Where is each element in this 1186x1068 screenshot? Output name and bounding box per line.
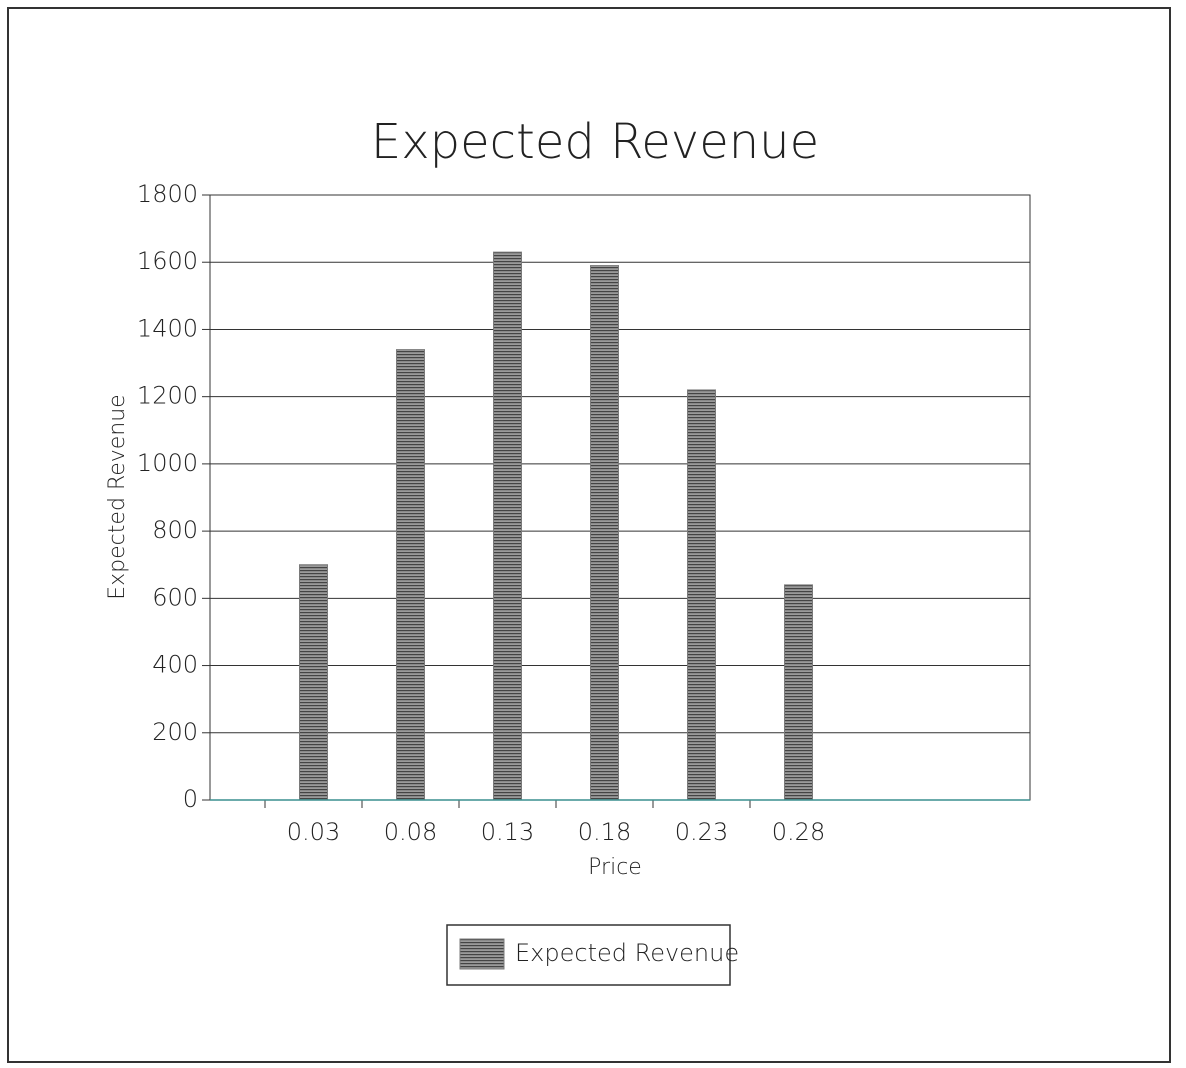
x-tick-label: 0.08 [384, 818, 437, 846]
y-tick-label: 1200 [137, 382, 198, 410]
y-tick-label: 600 [152, 583, 198, 611]
y-tick-label: 0 [183, 785, 198, 813]
legend-box [446, 924, 731, 986]
x-tick-label: 0.23 [675, 818, 728, 846]
y-tick-label: 800 [152, 516, 198, 544]
chart-title: Expected Revenue [371, 114, 819, 170]
bar [687, 389, 716, 801]
legend-label: Expected Revenue [515, 939, 739, 967]
y-tick-label: 1800 [137, 180, 198, 208]
legend-swatch [459, 938, 505, 970]
y-tick-label: 1600 [137, 247, 198, 275]
x-tick-label: 0.28 [772, 818, 825, 846]
x-tick-label: 0.03 [287, 818, 340, 846]
legend: Expected Revenue [446, 924, 739, 986]
x-tick-label: 0.13 [481, 818, 534, 846]
bar [784, 584, 813, 801]
y-tick-label: 400 [152, 651, 198, 679]
y-tick-label: 200 [152, 718, 198, 746]
y-tick-label: 1400 [137, 314, 198, 342]
plot-area [209, 194, 1031, 801]
y-tick-label: 1000 [137, 449, 198, 477]
x-tick-label: 0.18 [578, 818, 631, 846]
frame [7, 7, 1171, 1063]
y-axis-title: Expected Revenue [105, 394, 130, 599]
bar [493, 251, 522, 801]
x-axis-title: Price [588, 855, 642, 880]
bar [396, 349, 425, 801]
bar [299, 564, 328, 801]
bar [590, 265, 619, 801]
